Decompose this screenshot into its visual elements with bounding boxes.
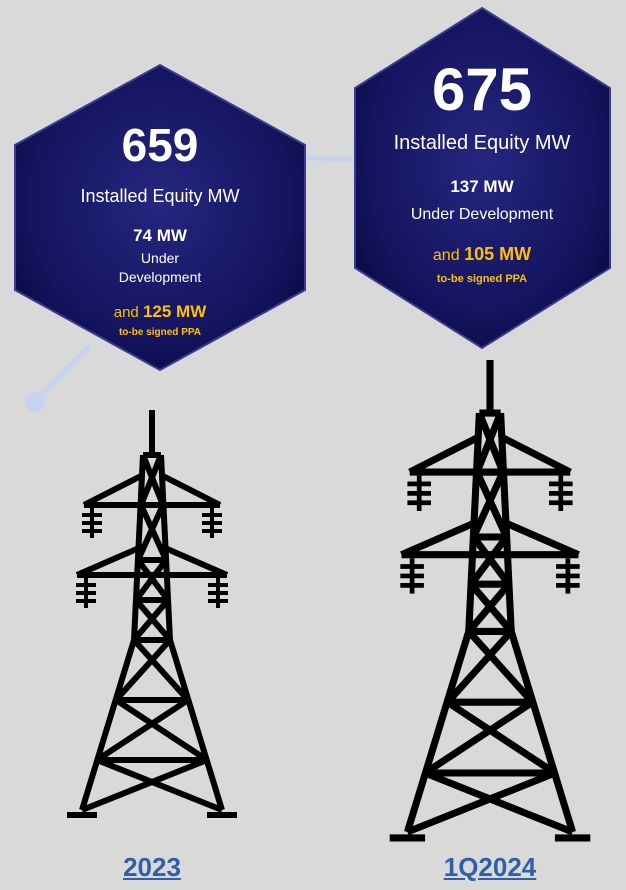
- ppa-label: to-be signed PPA: [60, 327, 260, 338]
- ppa-label: to-be signed PPA: [382, 273, 582, 285]
- installed-value: 659: [60, 118, 260, 172]
- development-label: Under Development: [357, 206, 607, 224]
- installed-label: Installed Equity MW: [357, 132, 607, 155]
- connector: [35, 345, 90, 402]
- development-value: 74 MW: [60, 226, 260, 246]
- installed-label: Installed Equity MW: [35, 186, 285, 207]
- ppa-prefix: and: [114, 304, 139, 321]
- tower-icon: [390, 360, 591, 838]
- installed-value: 675: [382, 55, 582, 124]
- period-link[interactable]: 2023: [52, 852, 252, 883]
- ppa-value: 105 MW: [464, 244, 531, 264]
- ppa-line: and 125 MW: [60, 302, 260, 322]
- development-value: 137 MW: [382, 177, 582, 197]
- ppa-line: and 105 MW: [382, 244, 582, 265]
- infographic: 659 Installed Equity MW 74 MW Under Deve…: [0, 0, 626, 890]
- tower-icon: [67, 410, 237, 815]
- ppa-prefix: and: [433, 247, 460, 264]
- connector-dot: [25, 392, 45, 412]
- ppa-value: 125 MW: [143, 302, 206, 321]
- hexagon: [15, 65, 305, 370]
- development-label: Under Development: [100, 249, 220, 287]
- period-link[interactable]: 1Q2024: [390, 852, 590, 883]
